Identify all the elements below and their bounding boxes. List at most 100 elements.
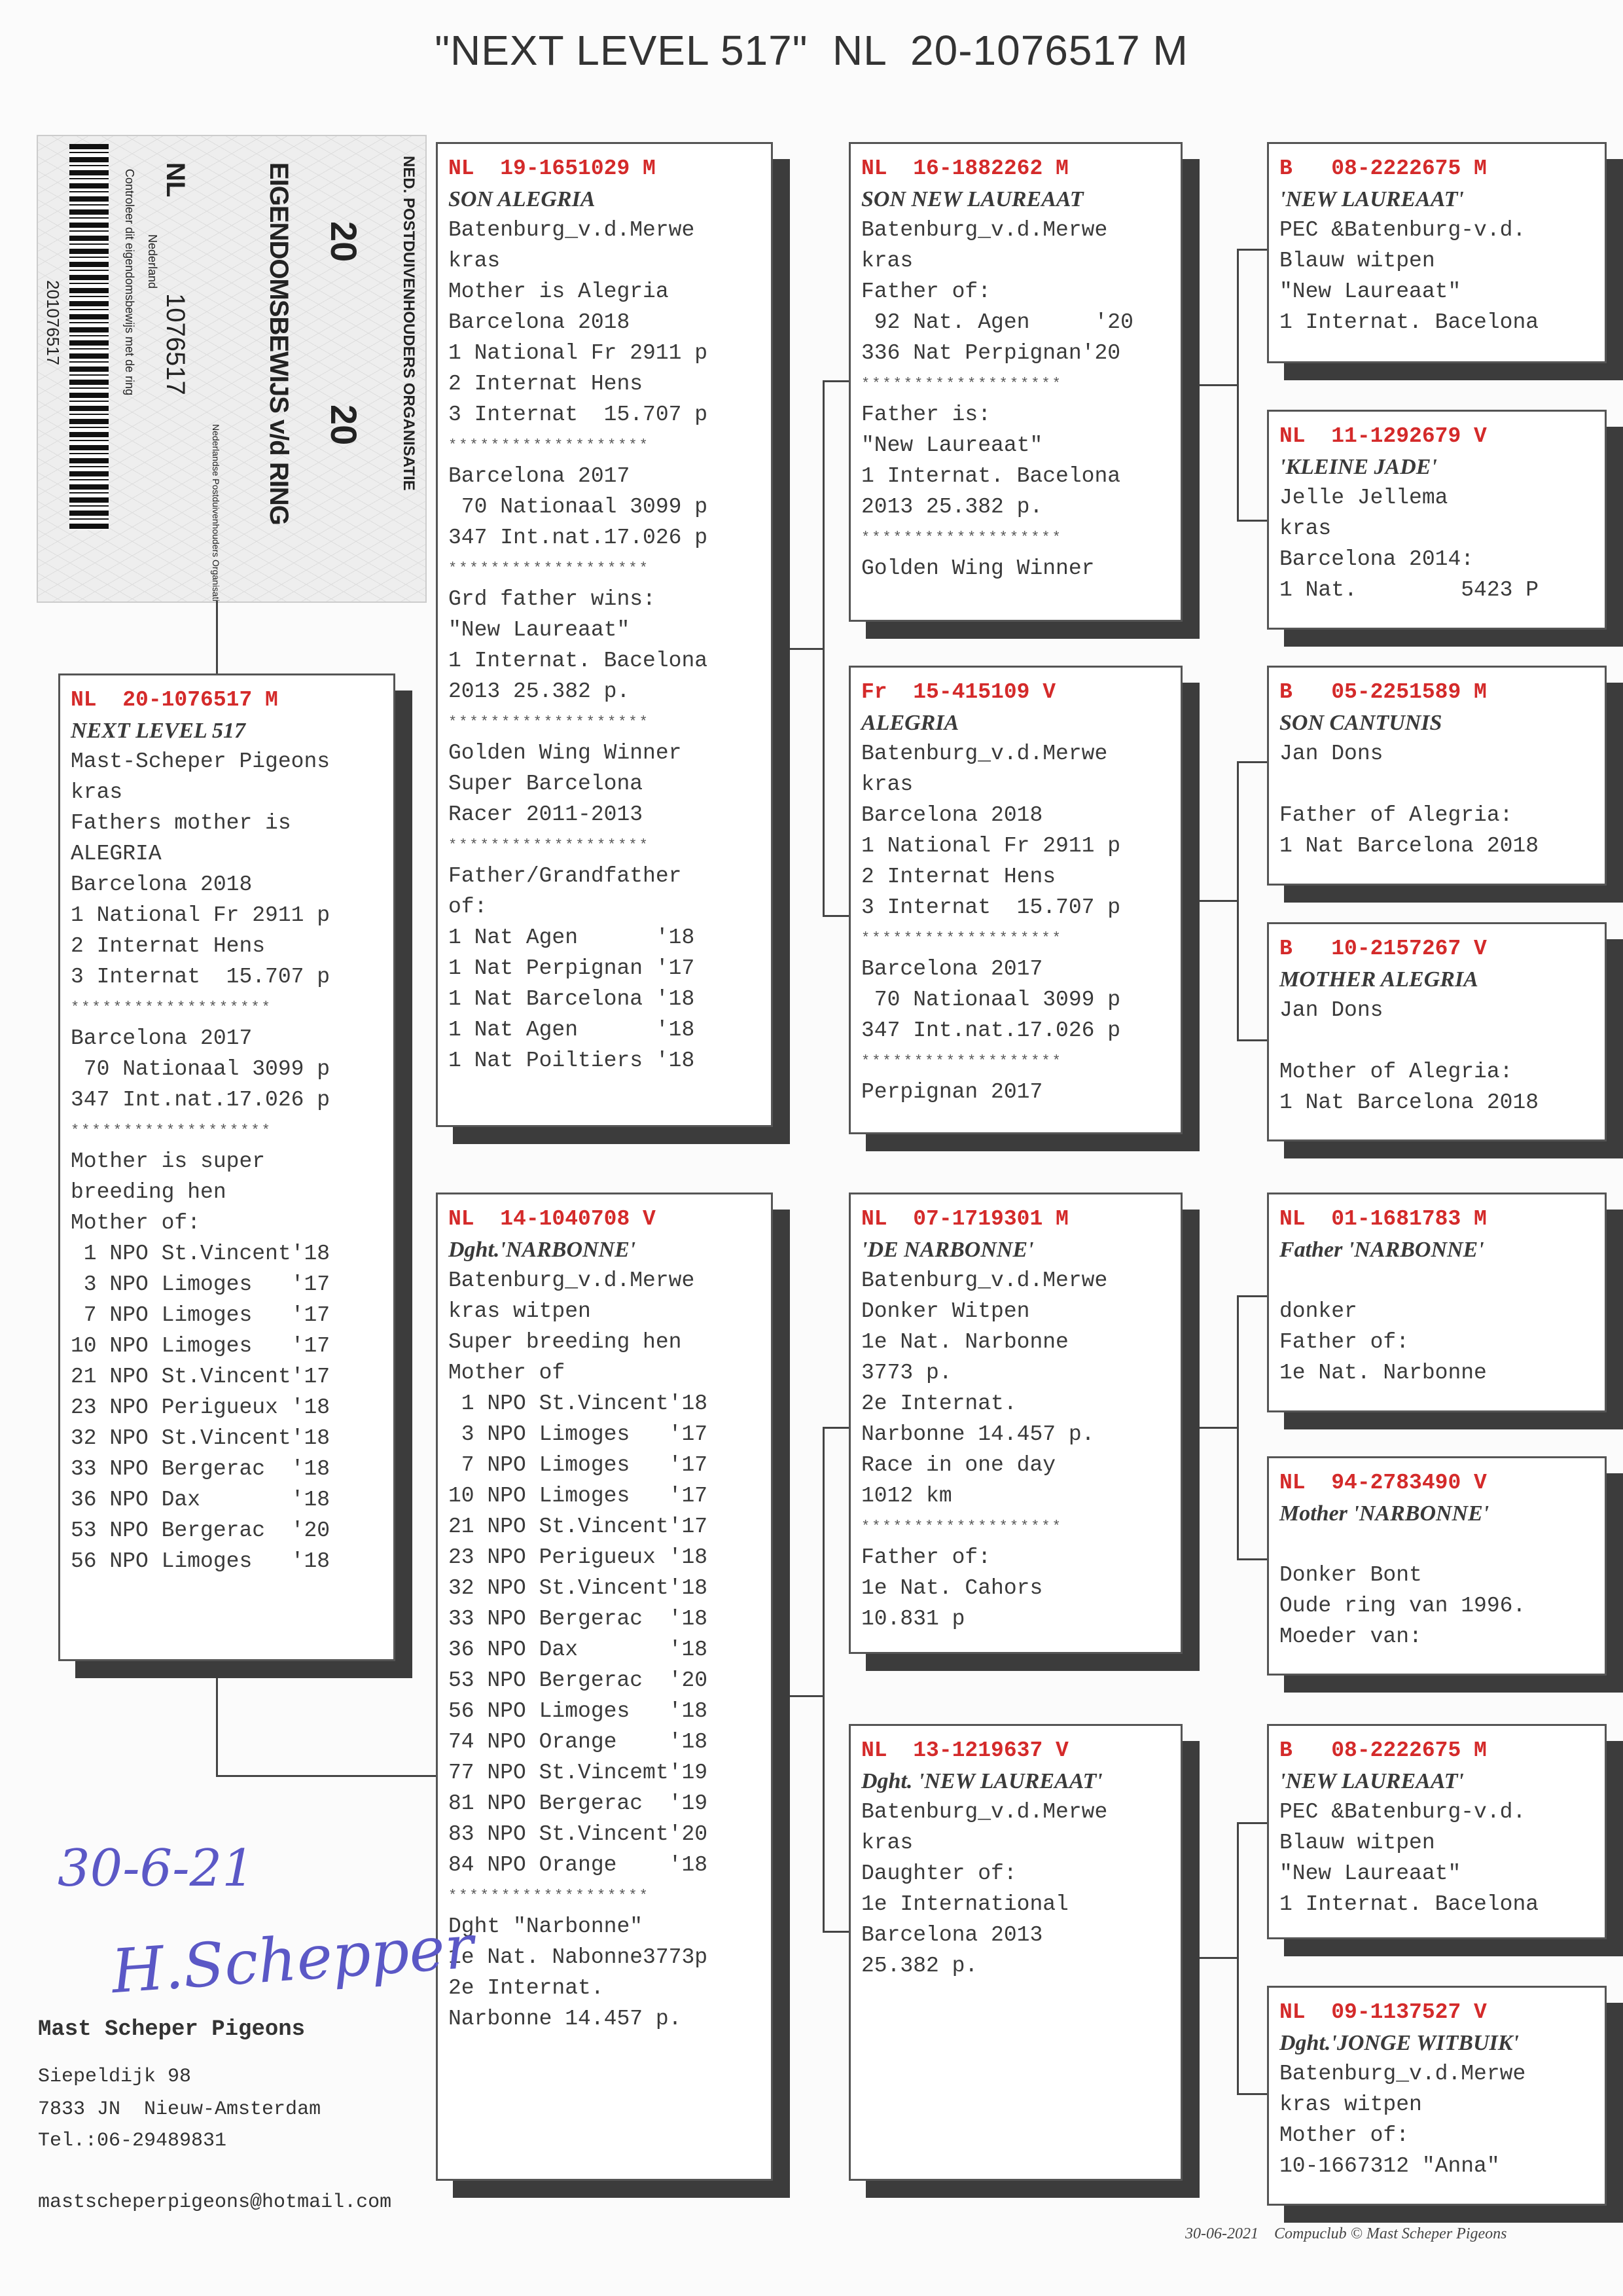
card-npo: Nederlandse Postduivenhouders Organisati… — [211, 424, 221, 603]
footer: 30-06-2021 Compuclub © Mast Scheper Pige… — [1185, 2225, 1507, 2243]
connector-line — [1237, 1558, 1267, 1560]
pedigree-line: 21 NPO St.Vincent'17 — [71, 1365, 330, 1389]
pedigree-line: Barcelona 2017 — [448, 464, 630, 488]
pedigree-box-mf: NL 07-1719301 M 'DE NARBONNE' Batenburg_v.… — [849, 1193, 1183, 1654]
pedigree-line: 3 NPO Limoges '17 — [71, 1272, 330, 1297]
pedigree-line: 10.831 p — [861, 1607, 965, 1631]
pigeon-name: Mother 'NARBONNE' — [1279, 1501, 1489, 1526]
pedigree-line: 2 Internat Hens — [71, 934, 266, 958]
pedigree-line: "New Laureaat" — [861, 433, 1043, 457]
pedigree-line: 83 NPO St.Vincent'20 — [448, 1822, 708, 1846]
ring-number: NL 07-1719301 M — [861, 1207, 1069, 1231]
card-org: NED. POSTDUIVENHOUDERS ORGANISATIE — [400, 156, 418, 491]
pedigree-line: Batenburg_v.d.Merwe — [448, 1268, 695, 1293]
ring-number: NL 20-1076517 M — [71, 688, 278, 712]
pedigree-line: Jan Dons — [1279, 998, 1383, 1022]
pedigree-line: Barcelona 2018 — [448, 310, 630, 334]
pedigree-line: Super Barcelona — [448, 772, 643, 796]
connector-line — [1237, 1295, 1267, 1297]
pedigree-line: Father of: — [1279, 1330, 1410, 1354]
separator: ******************* — [448, 1888, 650, 1904]
pedigree-line: breeding hen — [71, 1180, 226, 1204]
connector-line — [1237, 249, 1239, 520]
pedigree-line: 36 NPO Dax '18 — [71, 1488, 330, 1512]
pedigree-line: Barcelona 2018 — [71, 872, 253, 897]
pedigree-line: 25.382 p. — [861, 1954, 978, 1978]
pedigree-line: 2013 25.382 p. — [448, 679, 630, 704]
connector-line — [1200, 1427, 1237, 1429]
pedigree-line: ALEGRIA — [71, 842, 162, 866]
pedigree-line: 1012 km — [861, 1484, 952, 1508]
pigeon-name: 'NEW LAUREAAT' — [1279, 1769, 1464, 1793]
pedigree-line: "New Laureaat" — [448, 618, 630, 642]
separator: ******************* — [861, 1518, 1063, 1535]
owner-email[interactable]: mastscheperpigeons@hotmail.com — [38, 2191, 392, 2214]
connector-line — [1237, 761, 1239, 1039]
pigeon-name: SON NEW LAUREAAT — [861, 187, 1084, 211]
pedigree-line: 1e Nat. Narbonne — [861, 1330, 1069, 1354]
pedigree-line: 81 NPO Bergerac '19 — [448, 1791, 708, 1816]
pedigree-line: 70 Nationaal 3099 p — [448, 495, 708, 519]
separator: ******************* — [861, 1053, 1063, 1069]
barcode-number: 201076517 — [43, 280, 63, 366]
pedigree-line: 2e Internat. — [448, 1976, 604, 2000]
ring-number: B 05-2251589 M — [1279, 680, 1487, 704]
pedigree-line: 21 NPO St.Vincent'17 — [448, 1515, 708, 1539]
pedigree-line: kras — [861, 772, 914, 797]
pigeon-name: 'NEW LAUREAAT' — [1279, 187, 1464, 211]
connector-line — [823, 380, 825, 917]
pedigree-line: Barcelona 2013 — [861, 1923, 1043, 1947]
pedigree-line: 1 Nat Perpignan '17 — [448, 956, 695, 980]
pedigree-line: 74 NPO Orange '18 — [448, 1730, 708, 1754]
pedigree-line: 347 Int.nat.17.026 p — [71, 1088, 330, 1112]
pedigree-line: Super breeding hen — [448, 1330, 682, 1354]
pedigree-line: Narbonne 14.457 p. — [448, 2007, 682, 2031]
pigeon-name: ALEGRIA — [861, 711, 959, 735]
pigeon-name: SON CANTUNIS — [1279, 711, 1442, 735]
ring-number: NL 16-1882262 M — [861, 156, 1069, 181]
connector-line — [1200, 1957, 1237, 1959]
pedigree-line: 53 NPO Bergerac '20 — [448, 1668, 708, 1693]
pedigree-box-mother: NL 14-1040708 V Dght.'NARBONNE' Batenburg_… — [436, 1193, 773, 2181]
pedigree-box-father: NL 19-1651029 M SON ALEGRIA Batenburg_v.d.… — [436, 142, 773, 1127]
connector-line — [1237, 249, 1267, 251]
connector-line — [1237, 1295, 1239, 1558]
ring-ownership-card: 201076517 Controleer dit eigendomsbewijs… — [37, 135, 427, 603]
pedigree-line: Perpignan 2017 — [861, 1080, 1043, 1104]
owner-street: Siepeldijk 98 — [38, 2066, 192, 2088]
pedigree-line: kras — [861, 1831, 914, 1855]
owner-name: Mast Scheper Pigeons — [38, 2017, 306, 2042]
connector-line — [1237, 520, 1267, 522]
pedigree-line — [1279, 1026, 1594, 1056]
pedigree-line: 10 NPO Limoges '17 — [71, 1334, 330, 1358]
pedigree-line: Fathers mother is — [71, 811, 291, 835]
pigeon-name: Dght. 'NEW LAUREAAT' — [861, 1769, 1103, 1793]
handwritten-date: 30-6-21 — [58, 1839, 255, 1898]
connector-line — [1200, 384, 1237, 386]
pedigree-box-subject: NL 20-1076517 M NEXT LEVEL 517 Mast-Schepe… — [58, 673, 395, 1661]
pedigree-line: 33 NPO Bergerac '18 — [448, 1607, 708, 1631]
pedigree-line: Blauw witpen — [1279, 249, 1435, 273]
ring-number: NL 01-1681783 M — [1279, 1207, 1487, 1231]
pedigree-line: 1 Internat. Bacelona — [1279, 310, 1539, 334]
separator: ******************* — [861, 376, 1063, 392]
pedigree-line: Moeder van: — [1279, 1624, 1422, 1649]
connector-line — [1237, 761, 1267, 763]
pedigree-line: 1 Nat Barcelona '18 — [448, 987, 695, 1011]
pedigree-line: 3 Internat 15.707 p — [71, 965, 330, 989]
pedigree-line: 2013 25.382 p. — [861, 495, 1043, 519]
separator: ******************* — [448, 714, 650, 730]
pedigree-line: kras — [71, 780, 123, 804]
pedigree-line: 23 NPO Perigueux '18 — [71, 1395, 330, 1420]
pedigree-line: Mother of Alegria: — [1279, 1060, 1513, 1084]
pedigree-line: 2e Internat. — [861, 1391, 1017, 1416]
card-country: NL — [161, 162, 190, 198]
pedigree-line: Dght "Narbonne" — [448, 1914, 643, 1939]
ring-number: B 08-2222675 M — [1279, 156, 1487, 181]
pedigree-line: Father of: — [861, 279, 991, 304]
pedigree-line: 56 NPO Limoges '18 — [448, 1699, 708, 1723]
pedigree-line: Grd father wins: — [448, 587, 656, 611]
pedigree-line: Batenburg_v.d.Merwe — [861, 218, 1108, 242]
ring-number: NL 09-1137527 V — [1279, 2000, 1487, 2024]
ring-number: NL 94-2783490 V — [1279, 1471, 1487, 1495]
